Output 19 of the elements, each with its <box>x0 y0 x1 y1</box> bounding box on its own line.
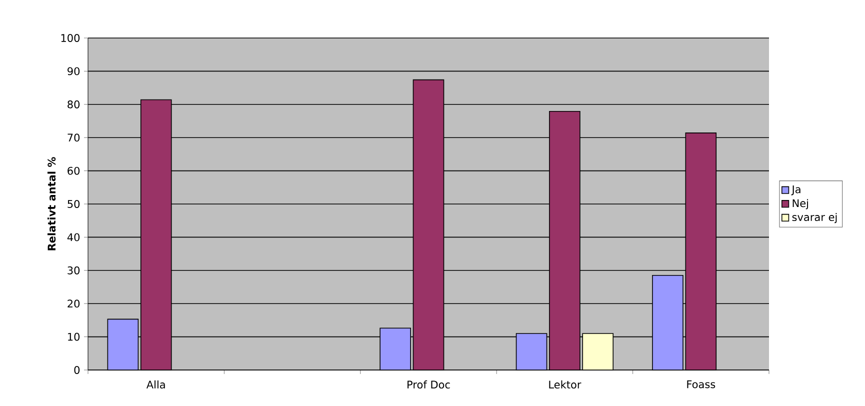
legend-label: Nej <box>792 199 808 210</box>
y-tick-label: 0 <box>74 366 80 374</box>
y-tick-label: 60 <box>68 166 80 175</box>
x-tick-label: Lektor <box>549 380 582 389</box>
y-tick-label: 10 <box>68 332 80 341</box>
legend-label: Ja <box>791 185 800 196</box>
legend-label: svarar ej <box>792 212 837 224</box>
y-tick-label: 90 <box>68 67 80 76</box>
y-axis-title: Relativt antal % <box>47 157 56 250</box>
y-tick-label: 30 <box>68 266 80 274</box>
x-tick-label: Alla <box>146 380 165 389</box>
y-tick-label: 80 <box>68 100 80 108</box>
y-tick-label: 100 <box>61 34 80 42</box>
y-tick-label: 40 <box>67 233 80 242</box>
x-tick-label: Foass <box>687 380 716 388</box>
y-tick-label: 20 <box>68 300 80 308</box>
y-tick-label: 70 <box>68 134 80 142</box>
y-tick-label: 50 <box>68 200 80 208</box>
x-tick-label: Prof Doc <box>408 380 450 389</box>
